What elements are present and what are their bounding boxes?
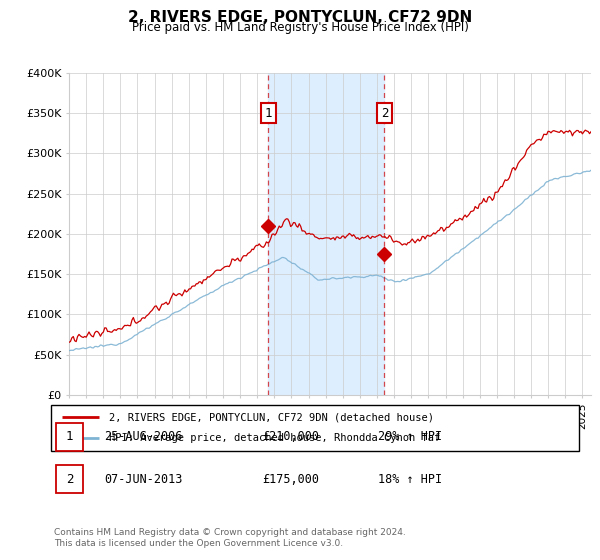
Text: £175,000: £175,000 <box>262 473 319 486</box>
Text: Contains HM Land Registry data © Crown copyright and database right 2024.
This d: Contains HM Land Registry data © Crown c… <box>54 528 406 548</box>
Text: 29% ↑ HPI: 29% ↑ HPI <box>379 431 442 444</box>
Text: HPI: Average price, detached house, Rhondda Cynon Taf: HPI: Average price, detached house, Rhon… <box>109 433 440 444</box>
Text: 25-AUG-2006: 25-AUG-2006 <box>104 431 182 444</box>
Text: 2, RIVERS EDGE, PONTYCLUN, CF72 9DN: 2, RIVERS EDGE, PONTYCLUN, CF72 9DN <box>128 10 472 25</box>
Text: £210,000: £210,000 <box>262 431 319 444</box>
Text: 1: 1 <box>265 106 272 119</box>
Text: 18% ↑ HPI: 18% ↑ HPI <box>379 473 442 486</box>
Text: 07-JUN-2013: 07-JUN-2013 <box>104 473 182 486</box>
FancyBboxPatch shape <box>56 423 83 451</box>
FancyBboxPatch shape <box>51 405 579 451</box>
Bar <box>268 73 385 395</box>
Text: 1: 1 <box>66 431 73 444</box>
Text: 2: 2 <box>66 473 73 486</box>
Text: Price paid vs. HM Land Registry's House Price Index (HPI): Price paid vs. HM Land Registry's House … <box>131 21 469 34</box>
Text: 2, RIVERS EDGE, PONTYCLUN, CF72 9DN (detached house): 2, RIVERS EDGE, PONTYCLUN, CF72 9DN (det… <box>109 412 434 422</box>
FancyBboxPatch shape <box>56 465 83 493</box>
Text: 2: 2 <box>380 106 388 119</box>
